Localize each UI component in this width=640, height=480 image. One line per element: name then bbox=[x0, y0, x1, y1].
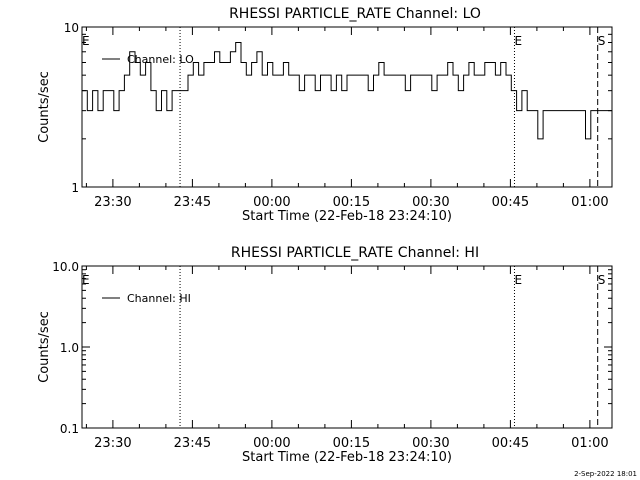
footer-date: 2-Sep-2022 18:01 bbox=[574, 470, 637, 478]
chart-title: RHESSI PARTICLE_RATE Channel: LO bbox=[229, 6, 481, 22]
plot-frame bbox=[81, 265, 613, 429]
marker-label: E bbox=[514, 273, 522, 287]
x-tick-label: 00:45 bbox=[492, 195, 529, 210]
series-line bbox=[82, 42, 612, 140]
x-tick-label: 00:30 bbox=[412, 436, 449, 451]
marker-label: S bbox=[598, 34, 606, 48]
y-tick-label: 0.1 bbox=[60, 422, 79, 436]
x-tick-label: 00:15 bbox=[333, 195, 370, 210]
y-tick-label: 1.0 bbox=[60, 341, 79, 355]
x-tick-label: 00:30 bbox=[412, 195, 449, 210]
x-tick-label: 23:30 bbox=[94, 436, 131, 451]
marker-label: E bbox=[82, 34, 90, 48]
x-axis-label: Start Time (22-Feb-18 23:24:10) bbox=[242, 209, 452, 224]
y-axis-label: Counts/sec bbox=[37, 71, 52, 143]
marker-label: E bbox=[514, 34, 522, 48]
y-tick-label: 10.0 bbox=[52, 260, 79, 274]
x-tick-label: 01:00 bbox=[571, 195, 608, 210]
marker-label: S bbox=[598, 273, 606, 287]
x-tick-label: 23:30 bbox=[94, 195, 131, 210]
x-tick-label: 23:45 bbox=[174, 195, 211, 210]
y-tick-label: 1 bbox=[71, 181, 79, 195]
legend-entry: Channel: HI bbox=[127, 292, 191, 305]
x-tick-label: 00:00 bbox=[253, 436, 290, 451]
y-axis-label: Counts/sec bbox=[37, 311, 52, 383]
x-tick-label: 00:45 bbox=[492, 436, 529, 451]
chart-lo: RHESSI PARTICLE_RATE Channel: LO 23:30 23:… bbox=[37, 6, 613, 224]
chart-title: RHESSI PARTICLE_RATE Channel: HI bbox=[231, 245, 479, 261]
x-tick-label: 01:00 bbox=[571, 436, 608, 451]
x-tick-label: 00:00 bbox=[253, 195, 290, 210]
x-tick-label: 00:15 bbox=[333, 436, 370, 451]
x-tick-label: 23:45 bbox=[174, 436, 211, 451]
chart-panels: RHESSI PARTICLE_RATE Channel: LO 23:30 23:… bbox=[37, 6, 613, 465]
legend-entry: Channel: LO bbox=[127, 53, 194, 66]
y-tick-label: 10 bbox=[64, 21, 79, 35]
x-axis-label: Start Time (22-Feb-18 23:24:10) bbox=[242, 450, 452, 465]
chart-hi: RHESSI PARTICLE_RATE Channel: HI 23:30 23:… bbox=[37, 245, 613, 465]
marker-label: E bbox=[82, 273, 90, 287]
